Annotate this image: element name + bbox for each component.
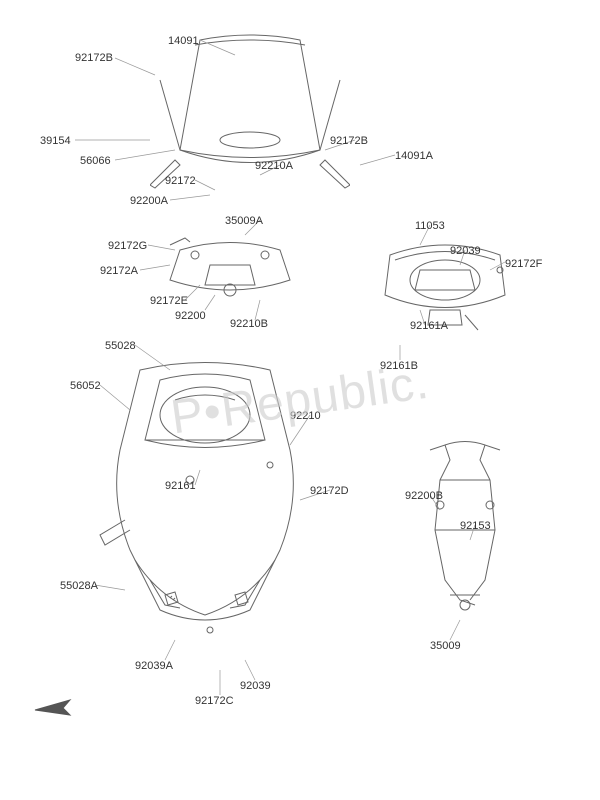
direction-arrow: [25, 690, 75, 727]
main-cowling-illustration: [90, 350, 320, 650]
part-label-92172A: 92172A: [100, 265, 138, 277]
part-label-56066: 56066: [80, 155, 111, 167]
part-label-92039: 92039: [450, 245, 481, 257]
part-label-35009: 35009: [430, 640, 461, 652]
part-label-92172G: 92172G: [108, 240, 147, 252]
part-label-14091: 14091: [168, 35, 199, 47]
part-label-92210B: 92210B: [230, 318, 268, 330]
part-label-55028A: 55028A: [60, 580, 98, 592]
part-label-92172D: 92172D: [310, 485, 349, 497]
part-label-92153: 92153: [460, 520, 491, 532]
part-label-92161: 92161: [165, 480, 196, 492]
part-label-55028: 55028: [105, 340, 136, 352]
part-label-92172B: 92172B: [330, 135, 368, 147]
part-label-56052: 56052: [70, 380, 101, 392]
part-label-92161A: 92161A: [410, 320, 448, 332]
part-label-11053: 11053: [415, 220, 445, 232]
part-label-92172C: 92172C: [195, 695, 234, 707]
part-label-92172E: 92172E: [150, 295, 188, 307]
part-label-92172: 92172: [165, 175, 196, 187]
part-label-39154: 39154: [40, 135, 71, 147]
part-label-35009A: 35009A: [225, 215, 263, 227]
windshield-illustration: [150, 30, 350, 190]
part-label-92200A: 92200A: [130, 195, 168, 207]
part-label-14091A: 14091A: [395, 150, 433, 162]
part-label-92210: 92210: [290, 410, 321, 422]
part-label-92200: 92200: [175, 310, 206, 322]
part-label-92039A: 92039A: [135, 660, 173, 672]
part-label-92161B: 92161B: [380, 360, 418, 372]
parts-diagram: 14091 92172B 39154 56066 92172 92200A 92210A 92…: [0, 0, 600, 800]
part-label-92200B: 92200B: [405, 490, 443, 502]
part-label-92039: 92039: [240, 680, 271, 692]
part-label-92172F: 92172F: [505, 258, 542, 270]
part-label-92172B: 92172B: [75, 52, 113, 64]
part-label-92210A: 92210A: [255, 160, 293, 172]
